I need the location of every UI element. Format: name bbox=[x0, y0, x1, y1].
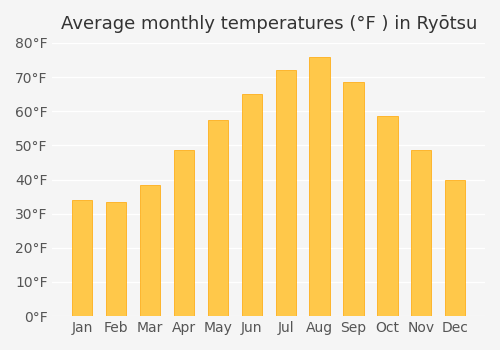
Bar bbox=[174, 150, 194, 316]
Bar bbox=[140, 185, 160, 316]
Bar bbox=[106, 202, 126, 316]
Bar bbox=[411, 150, 432, 316]
Bar bbox=[242, 94, 262, 316]
Bar bbox=[276, 70, 296, 316]
Title: Average monthly temperatures (°F ) in Ryōtsu: Average monthly temperatures (°F ) in Ry… bbox=[60, 15, 477, 33]
Bar bbox=[208, 120, 228, 316]
Bar bbox=[72, 200, 92, 316]
Bar bbox=[377, 116, 398, 316]
Bar bbox=[445, 180, 466, 316]
Bar bbox=[344, 82, 363, 316]
Bar bbox=[310, 57, 330, 316]
